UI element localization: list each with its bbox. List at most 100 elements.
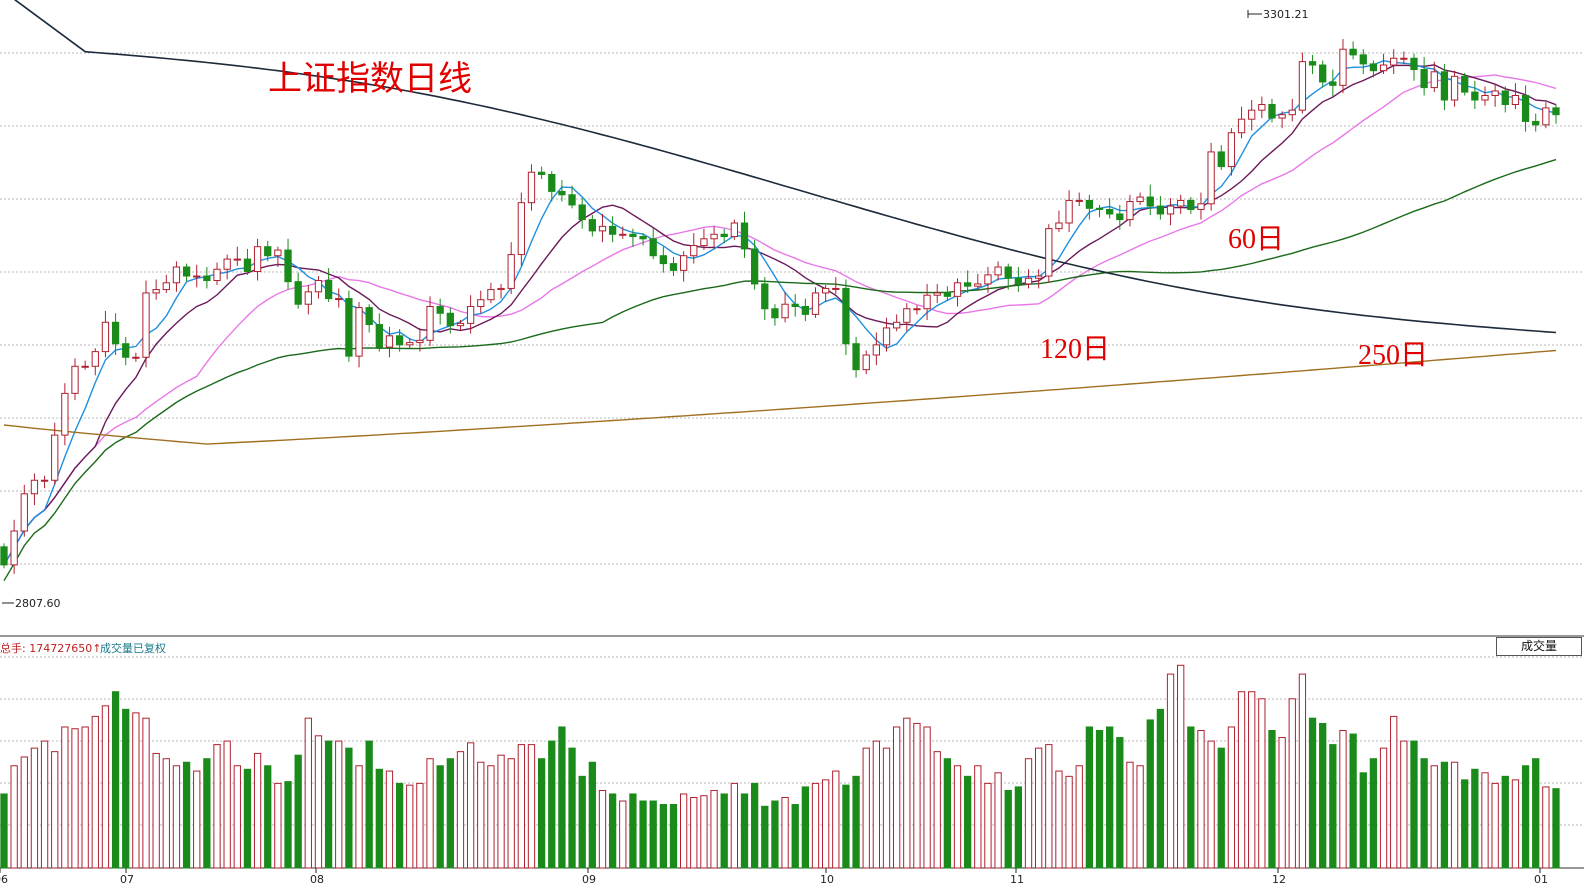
volume-bar — [598, 789, 607, 869]
candle — [1461, 72, 1469, 96]
candle — [1420, 57, 1428, 96]
volume-bar — [264, 765, 272, 869]
candle — [91, 348, 99, 376]
volume-bar — [345, 747, 353, 869]
volume-bar — [1379, 747, 1388, 869]
ma20-line — [3, 74, 1557, 566]
volume-bar — [1532, 758, 1540, 869]
volume-indicator-button[interactable]: 成交量 — [1496, 637, 1582, 656]
volume-bar — [30, 747, 39, 869]
volume-bar — [497, 754, 505, 869]
candle — [1491, 84, 1499, 107]
volume-bars — [0, 664, 1560, 869]
candle — [203, 266, 211, 289]
candle — [588, 215, 596, 237]
candle — [30, 473, 39, 506]
candle — [1166, 198, 1175, 226]
ma120-line — [13, 0, 1557, 334]
candle — [801, 298, 810, 322]
volume-bar — [172, 765, 181, 869]
candle — [385, 326, 394, 358]
volume-bar — [213, 744, 221, 869]
candle — [1369, 60, 1378, 78]
volume-bar — [1278, 737, 1286, 869]
candle — [882, 317, 891, 352]
volume-bar — [142, 717, 150, 869]
candle — [507, 242, 515, 295]
volume-bar — [1035, 747, 1043, 869]
volume-bar — [375, 768, 383, 869]
candle — [1146, 184, 1154, 216]
candle — [264, 241, 272, 262]
volume-bar — [903, 717, 911, 869]
candle — [132, 352, 140, 362]
volume-bar — [801, 786, 810, 869]
volume-bar — [994, 772, 1002, 869]
candle — [1258, 96, 1266, 119]
candle — [720, 228, 728, 244]
candle — [10, 519, 18, 574]
volume-bar — [1390, 715, 1398, 869]
volume-bar — [122, 708, 130, 869]
ma250-line — [3, 349, 1557, 445]
volume-bar — [233, 765, 241, 869]
volume-bar — [933, 751, 941, 869]
candle — [1014, 266, 1023, 292]
volume-bar — [639, 800, 647, 869]
volume-bar — [71, 728, 79, 869]
candle — [1532, 113, 1540, 132]
candle — [1004, 263, 1012, 290]
candle — [466, 295, 475, 334]
volume-bar — [750, 782, 759, 869]
x-tick-label: 09 — [582, 873, 596, 886]
candle — [243, 248, 252, 275]
ma250-annotation: 250日 — [1358, 340, 1428, 371]
volume-bar — [761, 805, 769, 869]
volume-bar — [1491, 782, 1499, 869]
candle — [1288, 98, 1296, 122]
volume-bar — [659, 804, 667, 869]
volume-bar — [193, 770, 201, 869]
candle — [1024, 269, 1033, 289]
candle — [345, 290, 353, 362]
candle — [1552, 104, 1560, 124]
candle — [1349, 41, 1357, 60]
volume-bar — [974, 765, 982, 869]
x-axis: 06 07 08 09 10 11 12 01 — [0, 868, 1548, 886]
candle — [213, 262, 221, 286]
candle — [51, 422, 59, 485]
candle — [527, 164, 536, 211]
volume-bar — [284, 781, 292, 869]
candle — [416, 327, 424, 352]
candle — [548, 171, 556, 202]
candle — [1217, 145, 1225, 170]
volume-bar — [710, 789, 718, 869]
volume-bar — [1106, 726, 1114, 869]
volume-bar — [1521, 765, 1530, 869]
volume-bar — [355, 765, 363, 869]
volume-bar — [1450, 761, 1459, 869]
candle — [1501, 86, 1509, 113]
volume-bar — [882, 747, 891, 869]
candle — [436, 298, 444, 325]
volume-bar — [1471, 768, 1479, 869]
volume-bar — [811, 782, 820, 869]
candle — [1400, 51, 1408, 64]
volume-bar — [608, 793, 617, 869]
volume-bar — [507, 758, 515, 869]
candle — [375, 313, 383, 352]
candle — [426, 296, 434, 346]
candle — [629, 228, 637, 247]
volume-bar — [1055, 770, 1063, 869]
volume-bar — [1288, 698, 1296, 869]
volume-bar — [1095, 730, 1104, 869]
volume-bar — [629, 793, 637, 869]
volume-bar — [385, 770, 394, 869]
candle — [1065, 190, 1073, 233]
candle — [1177, 194, 1185, 214]
candle — [893, 314, 901, 332]
volume-bar — [446, 758, 454, 869]
volume-bar — [1349, 733, 1357, 869]
volume-bar — [466, 742, 475, 869]
